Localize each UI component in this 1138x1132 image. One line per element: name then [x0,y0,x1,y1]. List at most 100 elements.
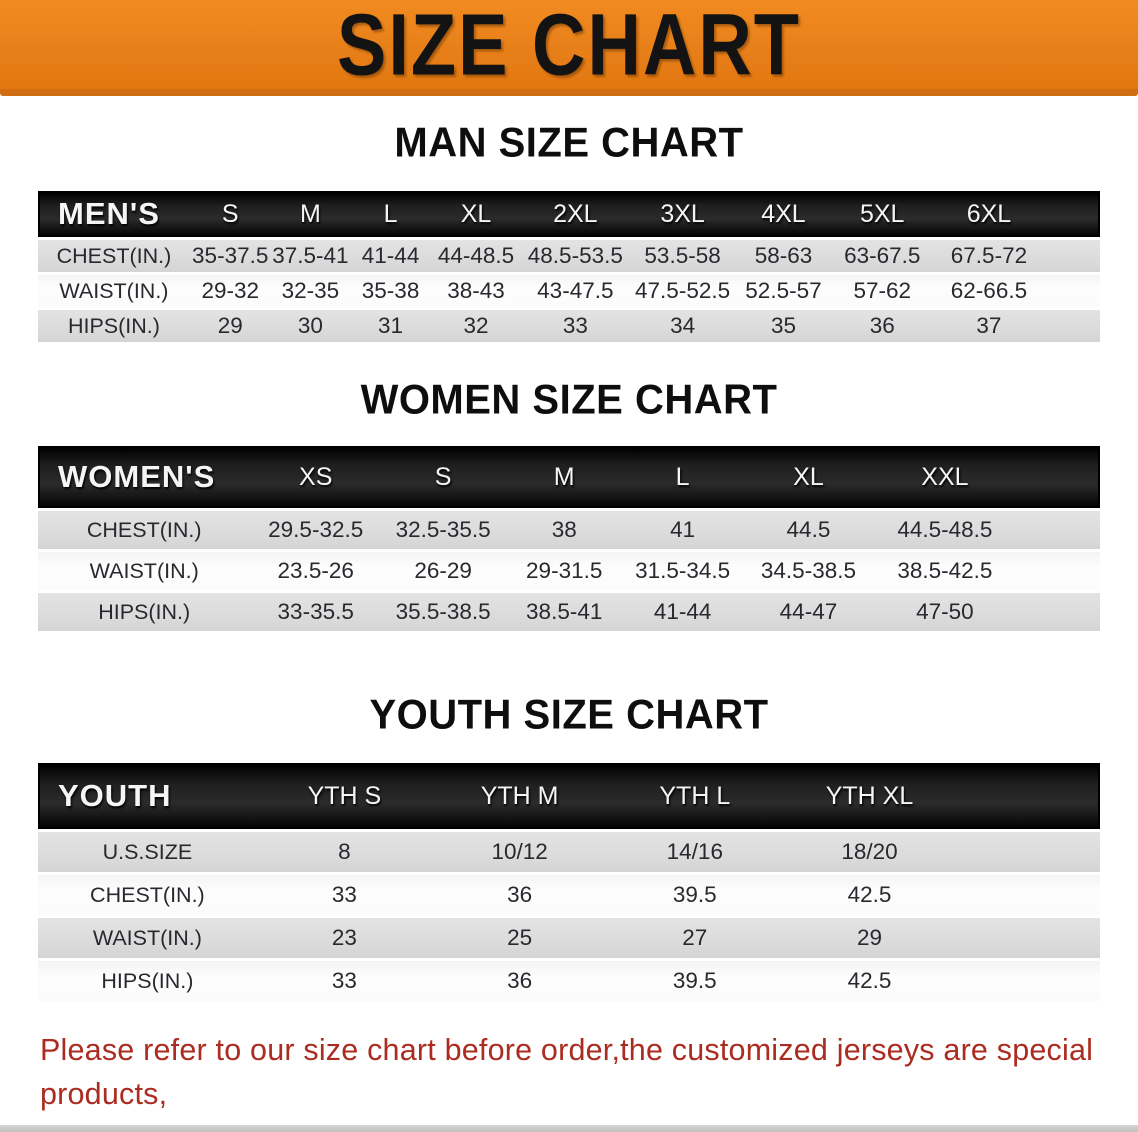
size-column-header: L [623,446,743,508]
size-value-cell: 33 [521,310,630,342]
size-column-header: S [189,191,271,237]
size-value-cell: 42.5 [782,961,957,1001]
measurement-row: CHEST(IN.) 33 36 39.5 42.5 [38,875,1100,915]
spacer-cell [1044,310,1100,342]
measurement-row: WAIST(IN.) 29-32 32-35 35-38 38-43 43-47.5 47.… [38,275,1100,307]
table-corner-label: MEN'S [38,191,190,237]
size-value-cell: 41-44 [623,593,743,631]
size-value-cell: 8 [256,832,432,872]
size-column-header: XXL [874,446,1015,508]
spacer-cell [1015,552,1100,590]
size-value-cell: 32-35 [270,275,351,307]
size-value-cell: 44.5-48.5 [874,511,1015,549]
size-column-header: YTH XL [782,763,957,829]
size-value-cell: 23 [256,918,432,958]
size-value-cell: 33-35.5 [250,593,382,631]
spacer-cell [956,918,1100,958]
size-value-cell: 63-67.5 [831,240,934,272]
size-value-cell: 14/16 [607,832,783,872]
size-column-header: S [381,446,506,508]
size-value-cell: 36 [431,961,608,1001]
measurement-row: U.S.SIZE 8 10/12 14/16 18/20 [38,832,1100,872]
measurement-row-label: CHEST(IN.) [38,240,190,272]
size-value-cell: 34 [629,310,736,342]
size-value-cell: 31.5-34.5 [623,552,743,590]
size-value-cell: 35-37.5 [189,240,271,272]
spacer-cell [956,832,1100,872]
banner-title: SIZE CHART [337,0,801,94]
size-column-header: YTH S [256,763,432,829]
size-value-cell: 18/20 [782,832,957,872]
measurement-row-label: WAIST(IN.) [38,918,257,958]
spacer-cell [1044,191,1100,237]
size-value-cell: 57-62 [831,275,934,307]
measurement-row: CHEST(IN.) 35-37.5 37.5-41 41-44 44-48.5 48.5… [38,240,1100,272]
size-column-header: YTH L [607,763,783,829]
size-value-cell: 34.5-38.5 [742,552,875,590]
size-column-header: XS [250,446,382,508]
measurement-row-label: CHEST(IN.) [38,511,251,549]
size-value-cell: 29.5-32.5 [250,511,382,549]
spacer-cell [1044,275,1100,307]
size-value-cell: 25 [431,918,608,958]
size-column-header: L [350,191,431,237]
size-value-cell: 33 [256,961,432,1001]
size-value-cell: 41 [623,511,743,549]
measurement-row-label: HIPS(IN.) [38,310,190,342]
size-value-cell: 23.5-26 [250,552,382,590]
measurement-row-label: WAIST(IN.) [38,552,251,590]
size-value-cell: 36 [431,875,608,915]
size-column-header: XL [742,446,875,508]
size-value-cell: 37.5-41 [270,240,351,272]
size-value-cell: 67.5-72 [933,240,1045,272]
size-value-cell: 29 [782,918,957,958]
men-section-heading: MAN SIZE CHART [394,119,744,167]
size-value-cell: 47-50 [874,593,1015,631]
size-value-cell: 32 [430,310,522,342]
measurement-row: HIPS(IN.) 33 36 39.5 42.5 [38,961,1100,1001]
size-value-cell: 29-31.5 [505,552,624,590]
measurement-row-label: HIPS(IN.) [38,593,251,631]
spacer-cell [956,763,1100,829]
size-value-cell: 29-32 [189,275,271,307]
measurement-row: HIPS(IN.) 29 30 31 32 33 34 35 36 37 [38,310,1100,342]
size-value-cell: 30 [270,310,351,342]
size-column-header: 3XL [629,191,736,237]
measurement-row: HIPS(IN.) 33-35.5 35.5-38.5 38.5-41 41-44 44-… [38,593,1100,631]
size-value-cell: 27 [607,918,783,958]
size-value-cell: 44-47 [742,593,875,631]
size-value-cell: 53.5-58 [629,240,736,272]
size-value-cell: 37 [933,310,1045,342]
size-column-header: XL [430,191,522,237]
size-column-header: 5XL [831,191,934,237]
youth-size-table: YOUTH YTH S YTH M YTH L YTH XL U.S.SIZE 8 10/12… [38,760,1100,1004]
size-value-cell: 38 [505,511,624,549]
size-value-cell: 47.5-52.5 [629,275,736,307]
size-value-cell: 31 [350,310,431,342]
size-value-cell: 52.5-57 [735,275,832,307]
size-column-header: 4XL [735,191,832,237]
measurement-row-label: WAIST(IN.) [38,275,190,307]
size-header-row: WOMEN'S XS S M L XL XXL [38,446,1100,508]
order-disclaimer: Please refer to our size chart before or… [40,1028,1118,1132]
size-value-cell: 35.5-38.5 [381,593,506,631]
size-value-cell: 39.5 [607,875,783,915]
size-value-cell: 39.5 [607,961,783,1001]
bottom-divider [0,1125,1138,1132]
disclaimer-line-1: Please refer to our size chart before or… [40,1033,1094,1111]
size-value-cell: 38.5-41 [505,593,624,631]
women-size-table: WOMEN'S XS S M L XL XXL CHEST(IN.) 29.5-32.5 32.5… [38,443,1100,634]
size-value-cell: 35 [735,310,832,342]
size-column-header: 6XL [933,191,1045,237]
size-value-cell: 38-43 [430,275,522,307]
measurement-row: WAIST(IN.) 23.5-26 26-29 29-31.5 31.5-34.5 34… [38,552,1100,590]
measurement-row-label: HIPS(IN.) [38,961,257,1001]
measurement-row-label: U.S.SIZE [38,832,257,872]
size-value-cell: 35-38 [350,275,431,307]
size-value-cell: 58-63 [735,240,832,272]
size-column-header: YTH M [431,763,608,829]
size-value-cell: 10/12 [431,832,608,872]
size-value-cell: 48.5-53.5 [521,240,630,272]
size-value-cell: 26-29 [381,552,506,590]
spacer-cell [1044,240,1100,272]
